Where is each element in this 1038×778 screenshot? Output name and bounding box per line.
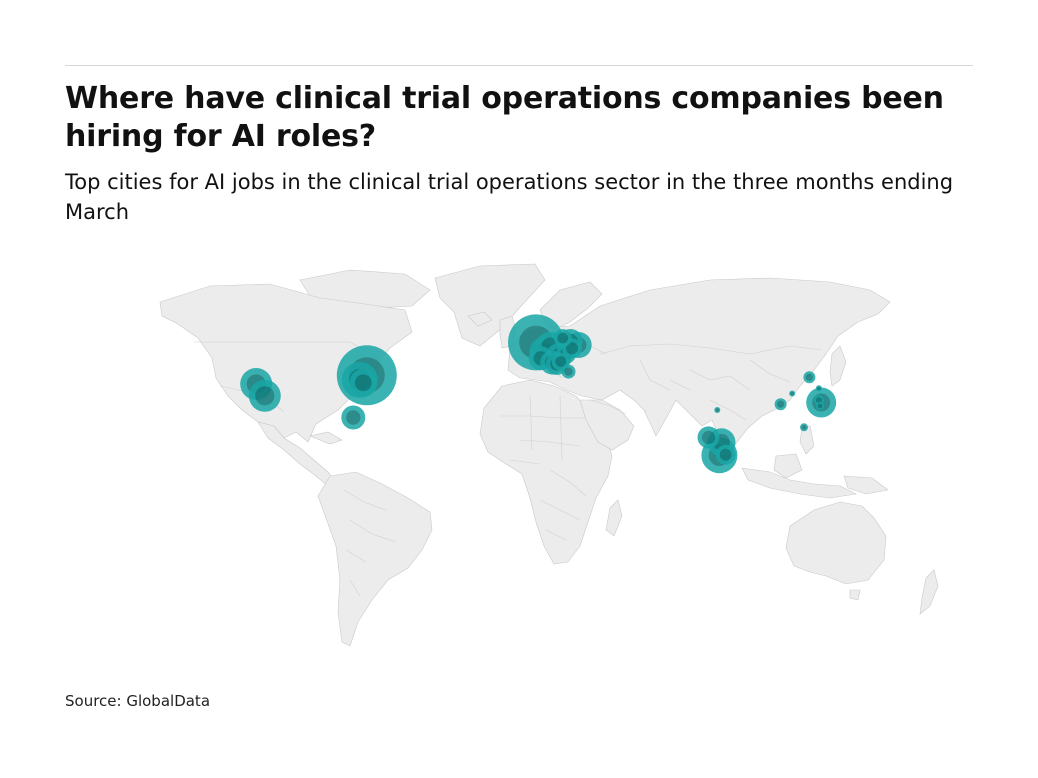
- city-bubble: [816, 401, 824, 410]
- city-bubble-overlap: [354, 374, 372, 392]
- africa-borders: [500, 395, 587, 541]
- city-bubble: [715, 444, 736, 465]
- south-america: [317, 471, 433, 647]
- chart-subtitle: Top cities for AI jobs in the clinical t…: [65, 170, 954, 224]
- city-bubble: [561, 364, 576, 379]
- north-america: [159, 283, 413, 443]
- city-bubble: [800, 423, 808, 432]
- city-bubble: [697, 426, 720, 449]
- city-bubble: [553, 329, 572, 348]
- city-bubble-overlap: [805, 373, 814, 381]
- city-bubble: [815, 385, 822, 392]
- borneo: [773, 453, 803, 479]
- city-bubble-overlap: [715, 408, 720, 412]
- new-zealand: [919, 569, 939, 615]
- city-bubbles: [240, 314, 837, 474]
- city-bubble-overlap: [255, 386, 275, 406]
- city-bubble-overlap: [564, 367, 573, 376]
- japan: [829, 345, 847, 387]
- new-guinea: [843, 475, 889, 495]
- arabian-peninsula: [579, 399, 635, 451]
- city-bubble: [774, 398, 787, 411]
- city-bubble-overlap: [777, 400, 785, 408]
- city-bubble-overlap: [346, 410, 361, 425]
- australia: [785, 501, 887, 585]
- philippines: [799, 425, 815, 455]
- city-bubble: [789, 390, 796, 397]
- city-bubble: [248, 379, 281, 412]
- chart-title: Where have clinical trial operations com…: [65, 81, 944, 154]
- top-divider: [65, 65, 973, 66]
- caribbean: [308, 431, 343, 445]
- city-bubble-overlap: [815, 397, 822, 404]
- city-bubble: [803, 371, 816, 384]
- city-bubble-overlap: [566, 342, 578, 355]
- eurasia: [507, 277, 891, 447]
- city-bubble: [341, 405, 366, 430]
- city-bubble-overlap: [817, 386, 821, 391]
- city-bubble-overlap: [719, 448, 732, 461]
- city-bubble-overlap: [701, 430, 716, 444]
- city-bubble-overlap: [555, 356, 567, 367]
- landmass: [159, 263, 939, 647]
- world-map: [159, 263, 939, 647]
- city-bubble: [349, 368, 378, 397]
- city-bubble: [714, 407, 721, 413]
- middle-east-borders: [589, 389, 647, 415]
- city-bubble-overlap: [790, 391, 794, 396]
- source-note: Source: GlobalData: [65, 692, 211, 710]
- indonesia: [741, 467, 857, 499]
- madagascar: [605, 499, 623, 537]
- south-america-borders: [343, 489, 397, 597]
- city-bubble-overlap: [801, 424, 807, 430]
- city-bubble-overlap: [557, 332, 569, 344]
- city-bubble-overlap: [817, 403, 823, 409]
- tasmania: [849, 589, 861, 601]
- iceland: [467, 311, 493, 327]
- asia-borders: [599, 343, 823, 421]
